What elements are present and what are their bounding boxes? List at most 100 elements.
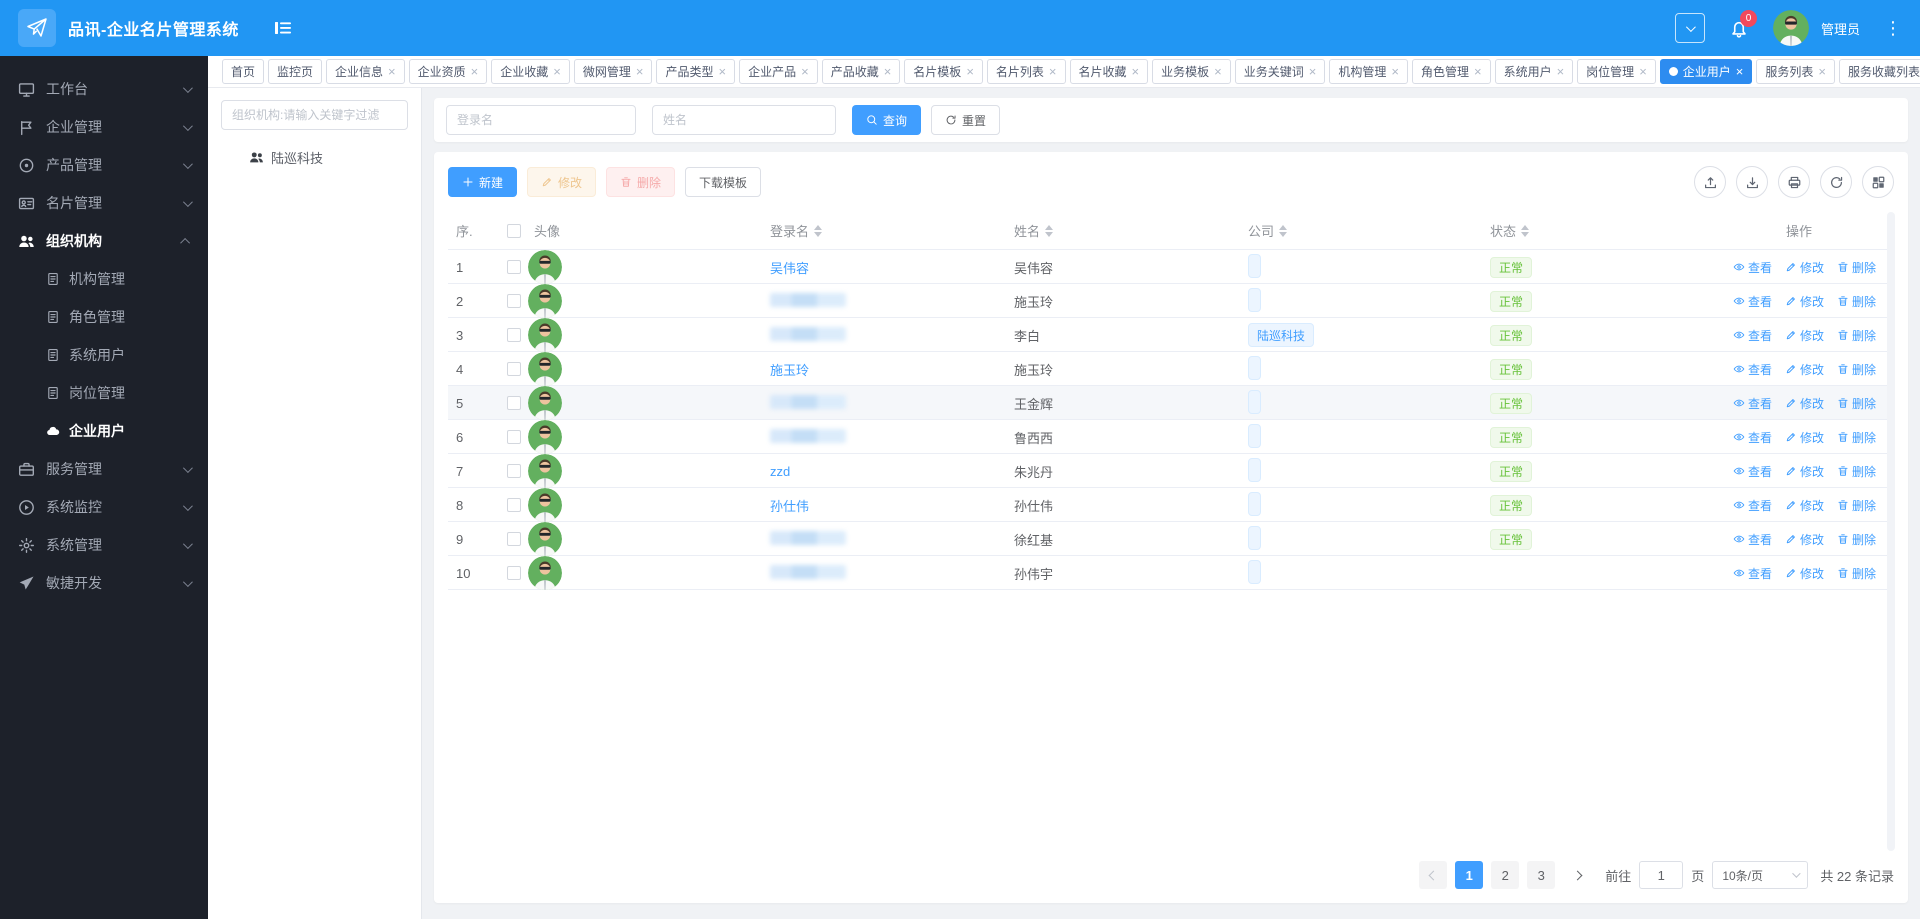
- close-tab-icon[interactable]: ×: [470, 64, 479, 79]
- user-avatar[interactable]: [1772, 10, 1809, 46]
- close-tab-icon[interactable]: ×: [883, 64, 892, 79]
- prev-page-button[interactable]: [1419, 861, 1448, 889]
- close-tab-icon[interactable]: ×: [1735, 64, 1744, 79]
- next-page-button[interactable]: [1563, 861, 1591, 889]
- tab-名片列表[interactable]: 名片列表 ×: [986, 59, 1066, 84]
- edit-action-link[interactable]: 修改: [1785, 429, 1824, 446]
- refresh-table-button[interactable]: [1820, 166, 1852, 198]
- tab-业务模板[interactable]: 业务模板 ×: [1152, 59, 1231, 84]
- close-tab-icon[interactable]: ×: [966, 64, 974, 79]
- delete-action-link[interactable]: 删除: [1837, 531, 1876, 548]
- delete-action-link[interactable]: 删除: [1837, 293, 1876, 310]
- upload-button[interactable]: [1694, 166, 1726, 198]
- sort-icon[interactable]: [1521, 224, 1530, 237]
- edit-button-disabled[interactable]: 修改: [527, 167, 597, 197]
- delete-action-link[interactable]: 删除: [1837, 565, 1876, 582]
- goto-page-input[interactable]: [1639, 861, 1684, 889]
- view-action-link[interactable]: 查看: [1733, 293, 1772, 310]
- tab-岗位管理[interactable]: 岗位管理 ×: [1577, 59, 1656, 84]
- more-menu-icon[interactable]: ⋮: [1884, 18, 1902, 38]
- tab-业务关键词[interactable]: 业务关键词 ×: [1234, 59, 1326, 84]
- name-input[interactable]: [652, 105, 836, 135]
- close-tab-icon[interactable]: ×: [1048, 64, 1057, 79]
- column-settings-button[interactable]: [1862, 166, 1894, 198]
- close-tab-icon[interactable]: ×: [1473, 64, 1482, 79]
- tab-企业用户[interactable]: 企业用户 ×: [1659, 59, 1753, 84]
- sidebar-item-敏捷开发[interactable]: 敏捷开发: [0, 564, 208, 602]
- close-tab-icon[interactable]: ×: [1214, 64, 1222, 79]
- tab-监控页[interactable]: 监控页: [268, 59, 323, 84]
- page-button-2[interactable]: 2: [1491, 861, 1520, 889]
- tab-首页[interactable]: 首页: [222, 59, 265, 84]
- download-template-button[interactable]: 下载模板: [685, 167, 762, 197]
- tree-node-company[interactable]: 陆巡科技: [221, 148, 408, 167]
- column-header-login[interactable]: 登录名: [764, 221, 999, 240]
- delete-button-disabled[interactable]: 删除: [606, 167, 676, 197]
- create-button[interactable]: 新建: [448, 167, 518, 197]
- close-tab-icon[interactable]: ×: [1391, 64, 1399, 79]
- row-checkbox[interactable]: [507, 294, 521, 308]
- sidebar-item-系统管理[interactable]: 系统管理: [0, 526, 208, 564]
- tab-服务收藏列表[interactable]: 服务收藏列表×: [1839, 59, 1920, 84]
- edit-action-link[interactable]: 修改: [1785, 531, 1824, 548]
- row-checkbox[interactable]: [507, 260, 521, 274]
- row-checkbox[interactable]: [507, 532, 521, 546]
- column-header-name[interactable]: 姓名: [999, 221, 1234, 240]
- login-name-link[interactable]: zzd: [770, 463, 791, 479]
- login-name-link[interactable]: 吴伟容: [770, 260, 810, 276]
- login-name-link[interactable]: 施玉玲: [770, 362, 810, 378]
- notifications-button[interactable]: 0: [1729, 10, 1757, 38]
- sidebar-subitem-角色管理[interactable]: 角色管理: [0, 298, 208, 336]
- view-action-link[interactable]: 查看: [1733, 429, 1772, 446]
- sidebar-item-产品管理[interactable]: 产品管理: [0, 146, 208, 184]
- sidebar-subitem-机构管理[interactable]: 机构管理: [0, 260, 208, 298]
- edit-action-link[interactable]: 修改: [1785, 293, 1824, 310]
- delete-action-link[interactable]: 删除: [1837, 327, 1876, 344]
- tab-产品类型[interactable]: 产品类型 ×: [656, 59, 736, 84]
- reset-button[interactable]: 重置: [931, 105, 1001, 135]
- delete-action-link[interactable]: 删除: [1837, 463, 1876, 480]
- edit-action-link[interactable]: 修改: [1785, 327, 1824, 344]
- login-name-link[interactable]: 孙仕伟: [770, 498, 810, 514]
- print-button[interactable]: [1778, 166, 1810, 198]
- delete-action-link[interactable]: 删除: [1837, 395, 1876, 412]
- sidebar-subitem-企业用户[interactable]: 企业用户: [0, 412, 208, 450]
- delete-action-link[interactable]: 删除: [1837, 429, 1876, 446]
- view-action-link[interactable]: 查看: [1733, 565, 1772, 582]
- edit-action-link[interactable]: 修改: [1785, 565, 1824, 582]
- sidebar-subitem-岗位管理[interactable]: 岗位管理: [0, 374, 208, 412]
- query-button[interactable]: 查询: [852, 105, 922, 135]
- sort-icon[interactable]: [1045, 224, 1054, 237]
- view-action-link[interactable]: 查看: [1733, 395, 1772, 412]
- edit-action-link[interactable]: 修改: [1785, 361, 1824, 378]
- org-filter-input[interactable]: [221, 100, 408, 130]
- edit-action-link[interactable]: 修改: [1785, 463, 1824, 480]
- select-all-checkbox[interactable]: [507, 223, 521, 238]
- sort-icon[interactable]: [1279, 224, 1288, 237]
- tab-企业收藏[interactable]: 企业收藏 ×: [491, 59, 570, 84]
- download-button[interactable]: [1736, 166, 1768, 198]
- delete-action-link[interactable]: 删除: [1837, 259, 1876, 276]
- close-tab-icon[interactable]: ×: [1639, 64, 1647, 79]
- edit-action-link[interactable]: 修改: [1785, 395, 1824, 412]
- page-size-select[interactable]: 10条/页: [1712, 861, 1809, 889]
- row-checkbox[interactable]: [507, 566, 521, 580]
- page-button-1[interactable]: 1: [1455, 861, 1484, 889]
- view-action-link[interactable]: 查看: [1733, 361, 1772, 378]
- close-tab-icon[interactable]: ×: [718, 64, 727, 79]
- view-action-link[interactable]: 查看: [1733, 531, 1772, 548]
- sidebar-item-名片管理[interactable]: 名片管理: [0, 184, 208, 222]
- close-tab-icon[interactable]: ×: [635, 64, 644, 79]
- sidebar-item-组织机构[interactable]: 组织机构: [0, 222, 208, 260]
- row-checkbox[interactable]: [507, 498, 521, 512]
- row-checkbox[interactable]: [507, 362, 521, 376]
- sidebar-item-企业管理[interactable]: 企业管理: [0, 108, 208, 146]
- view-action-link[interactable]: 查看: [1733, 259, 1772, 276]
- sidebar-subitem-系统用户[interactable]: 系统用户: [0, 336, 208, 374]
- sort-icon[interactable]: [814, 224, 823, 237]
- row-checkbox[interactable]: [507, 430, 521, 444]
- collapse-sidebar-icon[interactable]: [273, 18, 293, 38]
- column-header-status[interactable]: 状态: [1464, 221, 1704, 240]
- row-checkbox[interactable]: [507, 464, 521, 478]
- tab-微网管理[interactable]: 微网管理 ×: [573, 59, 653, 84]
